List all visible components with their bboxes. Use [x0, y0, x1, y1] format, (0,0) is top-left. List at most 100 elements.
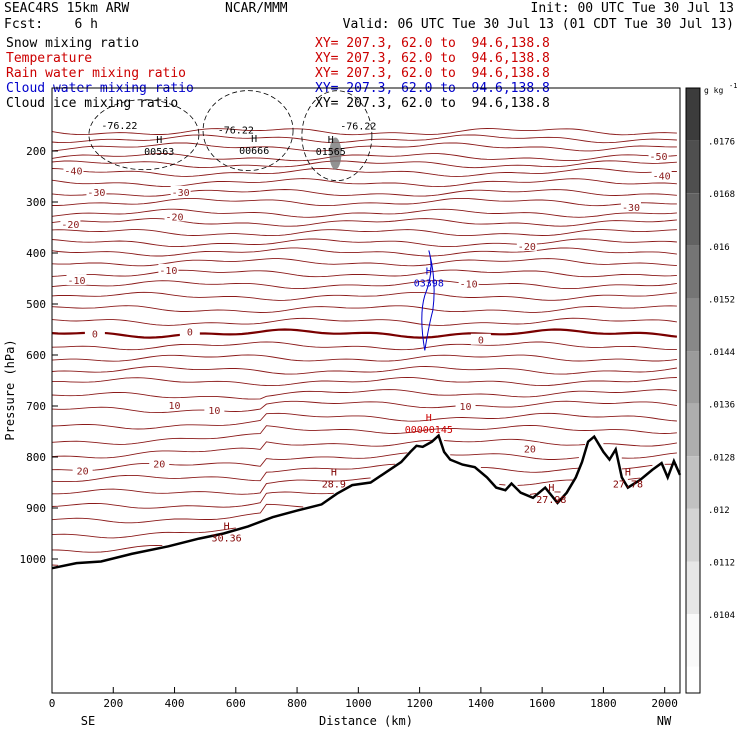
colorbar-tick-label: .0152: [708, 295, 735, 305]
y-axis-ticks: 200 300 400 500 600 700 800 900 1000: [20, 145, 58, 566]
colorbar-swatch: [686, 351, 700, 404]
contour-label-bg: [620, 201, 641, 213]
contour-label: -20: [518, 242, 536, 253]
isotherm-10: [51, 400, 677, 414]
isotherm-line: [51, 291, 677, 301]
isotherm-line: [51, 412, 677, 430]
cloud-ice-contour: [202, 90, 294, 172]
y-tick-label: 500: [26, 298, 46, 311]
x-end-label-left: SE: [81, 714, 95, 728]
extremum-value: 27.78: [613, 480, 643, 491]
contour-label-bg: [519, 442, 540, 454]
contour-label-bg: [648, 150, 669, 162]
colorbar-tick-label: .012: [708, 506, 730, 516]
isotherm-line: [51, 269, 677, 278]
isotherm-line: [51, 280, 677, 290]
cloud-ice-label: -76.22: [101, 121, 137, 132]
colorbar-swatch: [686, 508, 700, 562]
isotherm-line: [51, 424, 677, 445]
x-axis-label: Distance (km): [319, 714, 413, 728]
contour-label-bg: [66, 274, 87, 286]
valid-time: Valid: 06 UTC Tue 30 Jul 13 (01 CDT Tue …: [342, 17, 734, 32]
y-tick-label: 800: [26, 451, 46, 464]
isotherm-0: [51, 328, 678, 339]
extremum-value: 01565: [316, 147, 346, 158]
colorbar-tick-label: .0176: [708, 138, 735, 148]
x-tick-label: 1800: [590, 697, 617, 710]
isotherm-line: [51, 238, 677, 248]
field-name-temperature: Temperature: [6, 51, 93, 66]
extremum-value: 27.98: [536, 495, 566, 506]
forecast-hour: Fcst: 6 h: [4, 17, 98, 32]
isotherm-line: [51, 389, 677, 400]
isotherm--40: [51, 167, 677, 177]
plot-frame: [51, 87, 681, 694]
contour-label: 20: [153, 460, 165, 471]
x-tick-label: 200: [103, 697, 123, 710]
isotherm-line: [51, 247, 677, 257]
contour-label: -30: [622, 203, 640, 214]
colorbar-unit: g kg: [704, 86, 723, 95]
colorbar-swatch: [686, 456, 700, 509]
x-tick-label: 1000: [345, 697, 372, 710]
colorbar-unit-exponent: -1: [729, 82, 737, 90]
extremum-value: 00563: [144, 147, 174, 158]
isotherm-line: [51, 341, 677, 351]
isotherm-line: [51, 128, 677, 136]
contour-label-bg: [179, 325, 200, 337]
extremum-marker: H: [331, 468, 337, 479]
contour-label-bg: [455, 400, 476, 412]
contour-label: -40: [64, 166, 82, 177]
contour-label: 10: [208, 406, 220, 417]
contour-label: -10: [67, 276, 85, 287]
cloud-ice-contour: [301, 90, 373, 182]
colorbar-swatch: [686, 403, 700, 457]
contour-label: -30: [172, 188, 190, 199]
isotherm-line: [51, 142, 677, 152]
extremum-marker: H: [426, 267, 432, 278]
org-label: NCAR/MMM: [225, 1, 288, 16]
contour-label-bg: [651, 169, 672, 181]
y-tick-label: 700: [26, 400, 46, 413]
contour-label-bg: [170, 185, 191, 197]
contour-label: 10: [460, 402, 472, 413]
extremum-marker: H: [328, 135, 334, 146]
extremum-value: 28.9: [322, 480, 346, 491]
colorbar-tick-label: .0168: [708, 190, 735, 200]
contour-label: -40: [653, 172, 671, 183]
contour-label: 0: [478, 336, 484, 347]
model-title: SEAC4RS 15km ARW: [4, 1, 130, 16]
extremum-marker: H: [156, 135, 162, 146]
extremum-marker: H: [548, 483, 554, 494]
x-end-label-right: NW: [657, 714, 672, 728]
contour-label-bg: [84, 327, 105, 339]
x-axis-ticks: 0 200 400 600 800 1000 1200 1400 1600 1800 2000: [49, 687, 678, 710]
isotherm-line: [51, 491, 561, 509]
isotherm-line: [51, 366, 677, 375]
contour-label-bg: [470, 333, 491, 345]
isotherm-line: [51, 527, 236, 539]
contour-label: -30: [87, 188, 105, 199]
contour-label: -20: [166, 212, 184, 223]
contour-label: -50: [650, 152, 668, 163]
cloud-ice-label: -76.22: [218, 126, 254, 137]
x-tick-label: 0: [49, 697, 56, 710]
cloud-water-contour: [421, 250, 435, 351]
extremum-marker: H: [251, 134, 257, 145]
contour-label-bg: [158, 263, 179, 275]
colorbar-swatch: [686, 298, 700, 352]
cloud-ice-contours: [88, 90, 373, 182]
contour-label-bg: [72, 464, 93, 476]
contour-label-bg: [164, 399, 185, 410]
cloud-ice-contour: [88, 99, 200, 171]
y-tick-label: 300: [26, 196, 46, 209]
colorbar-swatch: [686, 614, 700, 667]
isotherm-line: [52, 197, 677, 207]
colorbar: .0176 .0168 .016 .0152 .0144 .0136 .0128 .012 .0…: [685, 87, 735, 694]
isotherm-line: [52, 376, 677, 387]
field-name-snow: Snow mixing ratio: [6, 36, 140, 51]
isotherm-line: [51, 208, 677, 218]
extremum-value: 00000145: [405, 425, 453, 436]
isotherm-line: [51, 463, 677, 483]
